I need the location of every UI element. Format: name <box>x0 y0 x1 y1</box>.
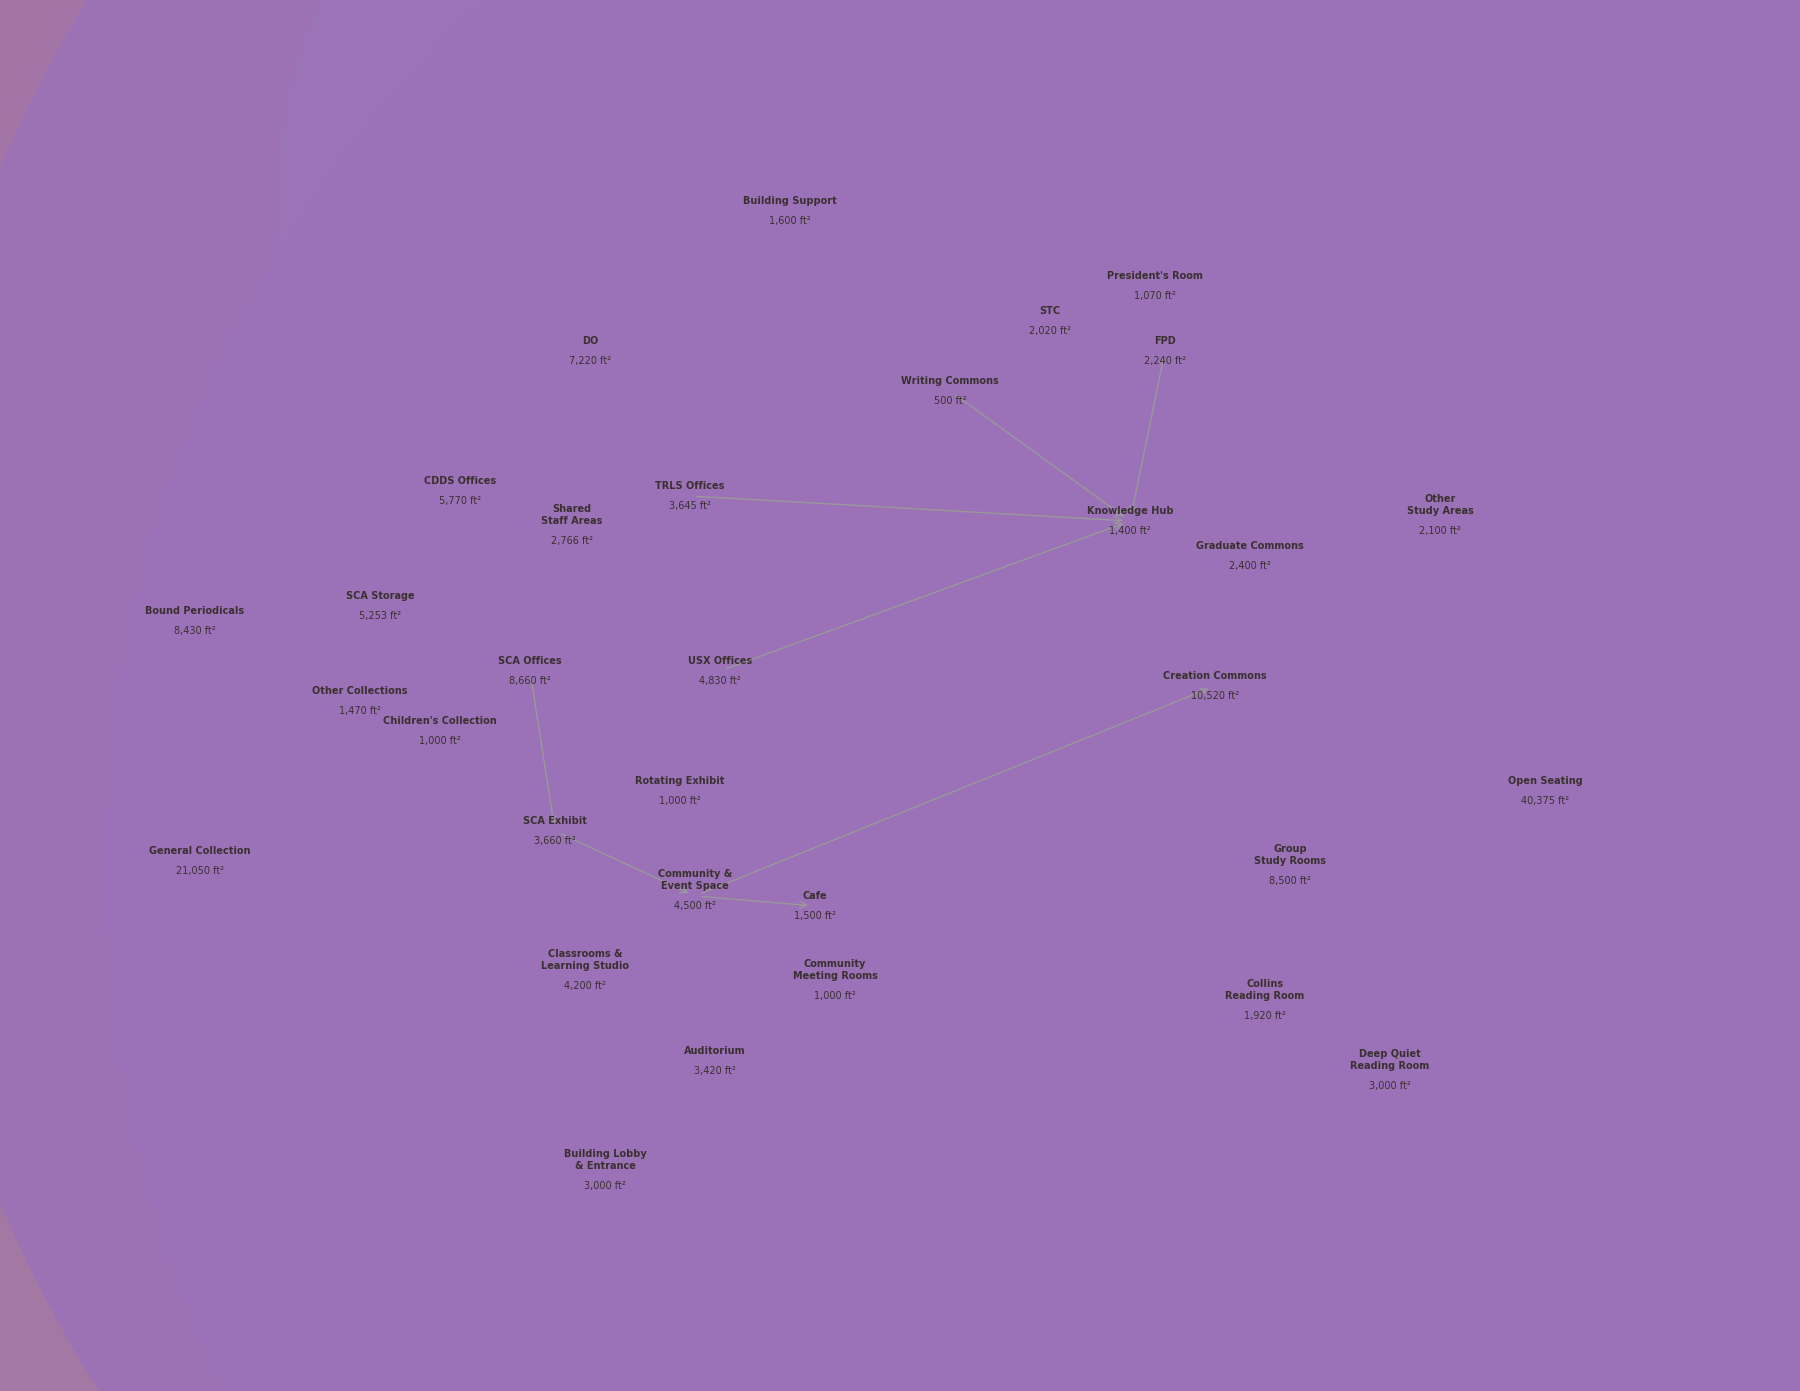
Text: 3,645 ft²: 3,645 ft² <box>670 501 711 510</box>
Text: COMMUNITY: COMMUNITY <box>389 1207 952 1285</box>
Circle shape <box>648 39 1611 1003</box>
Circle shape <box>0 0 1436 1391</box>
Text: 1,500 ft²: 1,500 ft² <box>794 911 835 921</box>
Text: CDDS Offices: CDDS Offices <box>425 476 497 485</box>
Text: 3,000 ft²: 3,000 ft² <box>585 1181 626 1191</box>
Text: Community &
Event Space: Community & Event Space <box>657 869 733 892</box>
Text: USX Offices: USX Offices <box>688 657 752 666</box>
Text: 5,253 ft²: 5,253 ft² <box>358 611 401 620</box>
Circle shape <box>0 472 1310 1391</box>
Text: Open Seating: Open Seating <box>1508 776 1582 786</box>
Text: 3,000 ft²: 3,000 ft² <box>1370 1081 1411 1091</box>
Circle shape <box>734 0 1575 707</box>
Text: 2,400 ft²: 2,400 ft² <box>1229 561 1271 570</box>
Text: Knowledge Hub: Knowledge Hub <box>1087 506 1174 516</box>
Text: 500 ft²: 500 ft² <box>934 396 967 406</box>
Text: Bound Periodicals: Bound Periodicals <box>146 606 245 616</box>
Circle shape <box>0 53 1334 1391</box>
Text: Other
Study Areas: Other Study Areas <box>1406 494 1474 516</box>
Text: Auditorium: Auditorium <box>684 1046 745 1056</box>
Circle shape <box>850 0 1800 1110</box>
Text: STAFF: STAFF <box>180 402 459 480</box>
Circle shape <box>104 0 1800 1391</box>
Text: 1,400 ft²: 1,400 ft² <box>1109 526 1150 536</box>
Circle shape <box>428 579 1242 1391</box>
Text: Creation Commons: Creation Commons <box>1163 670 1267 682</box>
Text: 8,660 ft²: 8,660 ft² <box>509 676 551 686</box>
Circle shape <box>32 324 846 1138</box>
Text: Group
Study Rooms: Group Study Rooms <box>1255 844 1327 867</box>
Text: 4,830 ft²: 4,830 ft² <box>698 676 742 686</box>
Circle shape <box>0 0 1249 1207</box>
Circle shape <box>686 371 1800 1391</box>
Text: Shared
Staff Areas: Shared Staff Areas <box>542 505 603 526</box>
Text: 1,070 ft²: 1,070 ft² <box>1134 291 1175 300</box>
Text: 21,050 ft²: 21,050 ft² <box>176 867 223 876</box>
Circle shape <box>0 142 1418 1391</box>
Circle shape <box>0 0 1467 1273</box>
Circle shape <box>0 309 1467 1391</box>
Text: 1,000 ft²: 1,000 ft² <box>659 796 700 805</box>
Text: Community
Meeting Rooms: Community Meeting Rooms <box>792 960 877 981</box>
Text: President's Room: President's Room <box>1107 271 1202 281</box>
Text: DO: DO <box>581 337 598 346</box>
Circle shape <box>619 0 1800 1187</box>
Circle shape <box>274 384 1087 1198</box>
Text: General Collection: General Collection <box>149 846 250 855</box>
Text: 4,200 ft²: 4,200 ft² <box>563 981 607 990</box>
Text: Cafe: Cafe <box>803 892 828 901</box>
Text: 8,500 ft²: 8,500 ft² <box>1269 876 1310 886</box>
Text: 2,240 ft²: 2,240 ft² <box>1145 356 1186 366</box>
Text: Graduate Commons: Graduate Commons <box>1197 541 1303 551</box>
Circle shape <box>0 0 1615 1391</box>
Text: 2,100 ft²: 2,100 ft² <box>1418 526 1462 536</box>
Text: FPD: FPD <box>1154 337 1175 346</box>
Text: 1,920 ft²: 1,920 ft² <box>1244 1011 1285 1021</box>
Circle shape <box>0 0 1683 1391</box>
Text: 2,020 ft²: 2,020 ft² <box>1030 325 1071 337</box>
Text: 1,000 ft²: 1,000 ft² <box>814 990 855 1002</box>
Text: Classrooms &
Learning Studio: Classrooms & Learning Studio <box>542 950 628 971</box>
Text: 1,600 ft²: 1,600 ft² <box>769 216 810 225</box>
Text: SCA Storage: SCA Storage <box>346 591 414 601</box>
Text: 1,000 ft²: 1,000 ft² <box>419 736 461 746</box>
Text: 3,660 ft²: 3,660 ft² <box>535 836 576 846</box>
Circle shape <box>0 33 1559 1391</box>
Text: COLLECTION: COLLECTION <box>0 652 437 730</box>
Text: 2,766 ft²: 2,766 ft² <box>551 536 592 547</box>
Circle shape <box>0 207 853 1195</box>
Text: Deep Quiet
Reading Room: Deep Quiet Reading Room <box>1350 1049 1429 1071</box>
Text: 4,500 ft²: 4,500 ft² <box>673 901 716 911</box>
Text: SCA Offices: SCA Offices <box>499 657 562 666</box>
Text: Writing Commons: Writing Commons <box>902 376 999 385</box>
Text: 40,375 ft²: 40,375 ft² <box>1521 796 1570 805</box>
Text: Rotating Exhibit: Rotating Exhibit <box>635 776 725 786</box>
Text: 1,470 ft²: 1,470 ft² <box>338 707 382 716</box>
Circle shape <box>702 442 1800 1391</box>
Text: PARTNER: PARTNER <box>1258 288 1501 334</box>
Text: TRLS Offices: TRLS Offices <box>655 481 725 491</box>
Text: 3,420 ft²: 3,420 ft² <box>695 1066 736 1077</box>
Text: Collins
Reading Room: Collins Reading Room <box>1226 979 1305 1002</box>
Text: BLDG SUPPORT: BLDG SUPPORT <box>664 115 857 136</box>
Text: Building Lobby
& Entrance: Building Lobby & Entrance <box>563 1149 646 1171</box>
Text: STC: STC <box>1039 306 1060 316</box>
Text: SCA Exhibit: SCA Exhibit <box>524 817 587 826</box>
Circle shape <box>662 103 1238 679</box>
Circle shape <box>0 0 1728 1391</box>
Text: 8,430 ft²: 8,430 ft² <box>175 626 216 636</box>
Circle shape <box>556 0 1775 960</box>
Text: Other Collections: Other Collections <box>311 686 409 696</box>
Text: 5,770 ft²: 5,770 ft² <box>439 497 481 506</box>
Circle shape <box>0 0 1377 1391</box>
Text: Children's Collection: Children's Collection <box>383 716 497 726</box>
Circle shape <box>472 0 1629 899</box>
Text: 10,520 ft²: 10,520 ft² <box>1192 691 1238 701</box>
Text: 7,220 ft²: 7,220 ft² <box>569 356 610 366</box>
Text: STUDY: STUDY <box>1411 421 1708 499</box>
Circle shape <box>0 0 1312 1391</box>
Circle shape <box>275 0 1305 726</box>
Text: Building Support: Building Support <box>743 196 837 206</box>
